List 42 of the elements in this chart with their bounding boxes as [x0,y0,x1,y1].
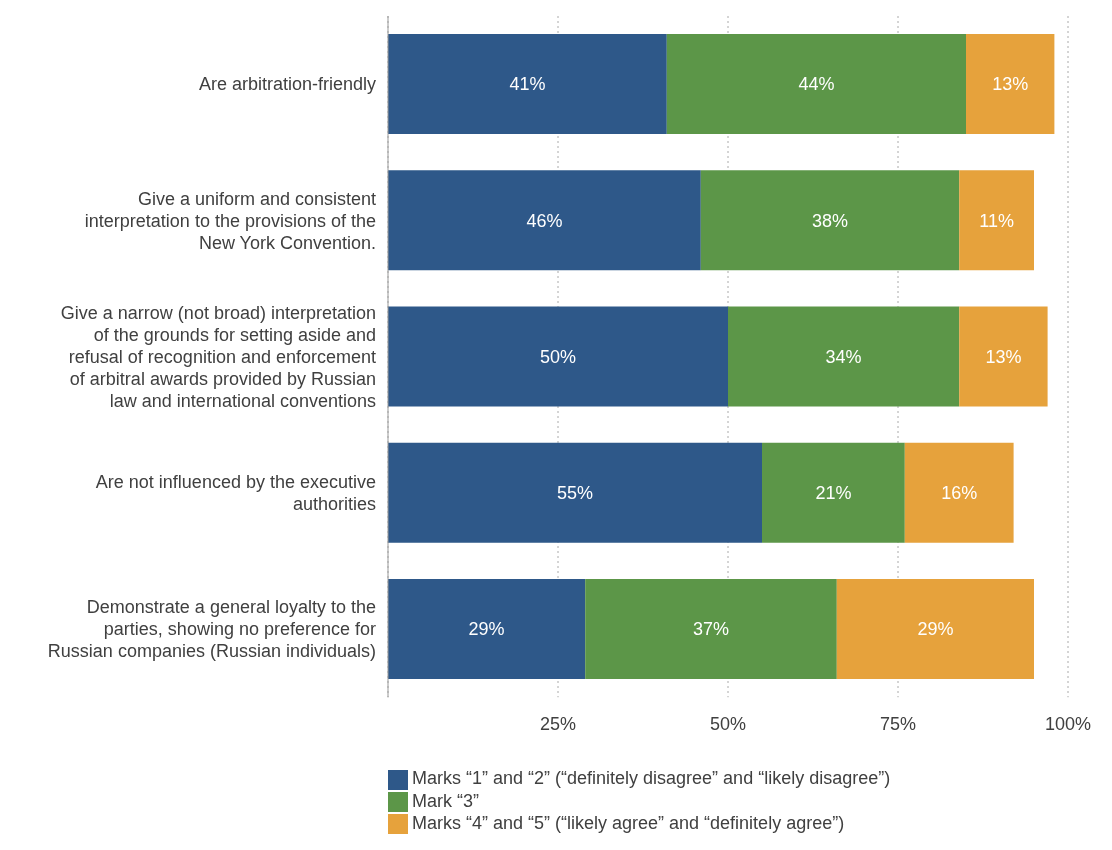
bar [388,442,762,543]
data-label: 50% [539,346,577,367]
y-tick-label: Are not influenced by the executive authorities [95,472,376,515]
bar [836,579,1034,679]
x-tick-label: 100% [1044,714,1092,735]
data-label: 34% [825,346,862,367]
data-label: 16% [941,483,978,504]
data-label: 38% [811,210,849,231]
data-label: 11% [979,210,1014,231]
bar [762,442,905,543]
bar [666,34,966,134]
legend-label: Marks “1” and “2” (“definitely disagree” and “likely disagree”) [412,768,891,789]
x-tick-label: 25% [539,714,577,735]
y-tick-label: Are arbitration-friendly [198,74,376,95]
data-label: 41% [509,74,546,95]
y-tick-label: Give a uniform and consistent interpretation to the provisions of the New York Convention. [84,188,376,253]
data-label: 44% [798,74,835,95]
bar [388,579,586,679]
y-tick-label: Demonstrate a general loyalty to the parties, showing no preference for Russian companies (Russian individuals) [47,597,376,662]
x-tick-label: 75% [879,714,917,735]
legend-label: Marks “4” and “5” (“likely agree” and “definitely agree”) [412,812,845,833]
data-label: 29% [468,619,505,640]
data-label: 29% [917,619,954,640]
data-label: 21% [815,483,852,504]
data-label: 46% [526,210,563,231]
bar [959,306,1048,407]
data-label: 37% [692,619,730,640]
y-tick-label: Give a narrow (not broad) interpretation of the grounds for setting aside and refusal of recognition and enforcement of arbitral awards provided by Russian law and international conventions [60,302,376,411]
bar [388,170,701,271]
bar [959,170,1034,271]
bar [966,34,1055,134]
x-tick-label: 50% [709,714,747,735]
bar [904,442,1014,543]
data-label: 55% [556,483,594,504]
bar [700,170,960,271]
bar [585,579,837,679]
data-label: 13% [992,74,1029,95]
bar [728,306,960,407]
data-label: 13% [985,346,1022,367]
legend-label: Mark “3” [412,790,479,811]
bar [388,34,667,134]
bar [388,306,728,407]
